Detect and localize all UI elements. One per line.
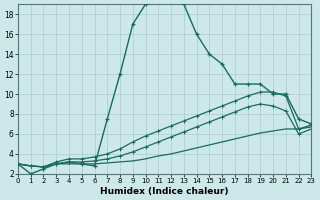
X-axis label: Humidex (Indice chaleur): Humidex (Indice chaleur) <box>100 187 229 196</box>
